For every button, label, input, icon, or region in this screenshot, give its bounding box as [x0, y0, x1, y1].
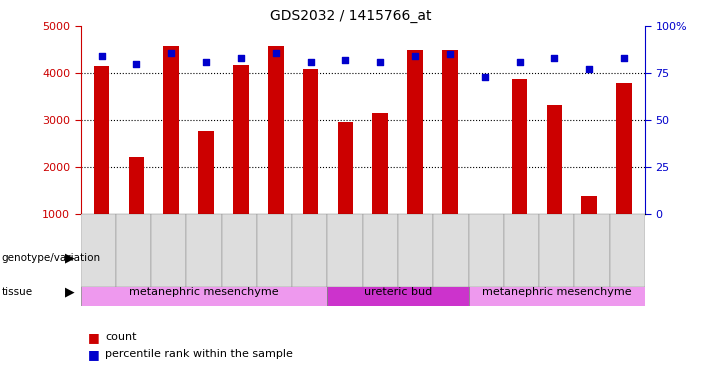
Bar	[198, 131, 214, 214]
Bar	[372, 113, 388, 214]
Bar	[81, 244, 468, 272]
Bar	[257, 214, 292, 287]
Bar	[547, 105, 562, 214]
Bar	[610, 214, 645, 287]
Point	[96, 53, 107, 59]
Text: count: count	[105, 333, 137, 342]
Point	[618, 55, 629, 61]
Point	[270, 50, 281, 55]
Bar	[442, 50, 458, 214]
Point	[479, 74, 490, 80]
Point	[131, 61, 142, 67]
Point	[236, 55, 247, 61]
Point	[200, 59, 212, 65]
Text: percentile rank within the sample: percentile rank within the sample	[105, 350, 293, 359]
Bar	[539, 214, 574, 287]
Bar	[468, 214, 504, 287]
Bar	[468, 244, 645, 272]
Text: HoxA11 HoxD11 null: HoxA11 HoxD11 null	[500, 253, 614, 263]
Bar	[407, 50, 423, 214]
Text: wild type: wild type	[249, 253, 300, 263]
Bar	[363, 214, 398, 287]
Bar	[398, 214, 433, 287]
Text: ■: ■	[88, 331, 100, 344]
Point	[444, 51, 456, 57]
Bar	[292, 214, 327, 287]
Point	[340, 57, 351, 63]
Bar	[616, 82, 632, 214]
Point	[583, 66, 594, 72]
Bar	[433, 214, 468, 287]
Text: ▶: ▶	[65, 251, 75, 264]
Point	[409, 53, 421, 59]
Text: genotype/variation: genotype/variation	[1, 253, 100, 263]
Bar	[574, 214, 610, 287]
Bar	[163, 46, 179, 214]
Bar	[468, 278, 645, 306]
Bar	[81, 214, 116, 287]
Bar	[233, 65, 249, 214]
Point	[514, 59, 525, 65]
Bar	[116, 214, 151, 287]
Bar	[581, 196, 597, 214]
Point	[165, 50, 177, 55]
Bar	[303, 69, 318, 214]
Point	[549, 55, 560, 61]
Bar	[504, 214, 539, 287]
Bar	[186, 214, 222, 287]
Bar	[327, 214, 363, 287]
Bar	[151, 214, 186, 287]
Text: ureteric bud: ureteric bud	[364, 286, 432, 297]
Bar	[222, 214, 257, 287]
Point	[305, 59, 316, 65]
Bar	[128, 157, 144, 214]
Bar	[94, 66, 109, 214]
Bar	[268, 46, 283, 214]
Text: ▶: ▶	[65, 285, 75, 298]
Text: metanephric mesenchyme: metanephric mesenchyme	[129, 286, 279, 297]
Text: metanephric mesenchyme: metanephric mesenchyme	[482, 286, 632, 297]
Bar	[337, 122, 353, 214]
Point	[374, 59, 386, 65]
Text: GDS2032 / 1415766_at: GDS2032 / 1415766_at	[270, 9, 431, 23]
Bar	[81, 278, 327, 306]
Text: ■: ■	[88, 348, 100, 361]
Bar	[512, 79, 527, 214]
Text: tissue: tissue	[1, 286, 32, 297]
Bar	[327, 278, 468, 306]
